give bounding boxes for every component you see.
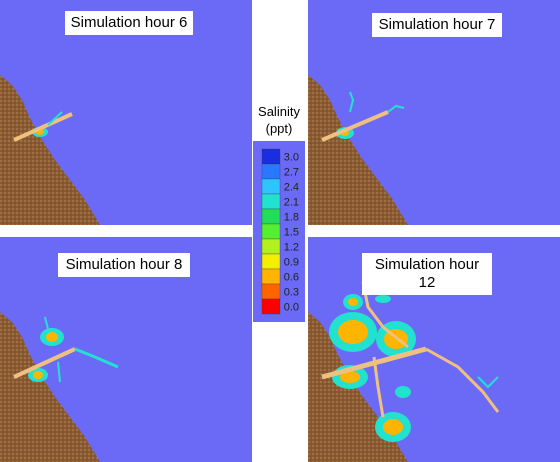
legend-label: 2.4 <box>284 182 299 194</box>
plume <box>47 111 63 126</box>
panel-title: Simulation hour 7 <box>372 13 502 37</box>
plume <box>46 332 58 342</box>
map-panel: Simulation hour 6 <box>0 0 252 225</box>
legend-scale: 3.0 2.7 2.4 2.1 1.8 1.5 1.2 0.9 0.6 0.3 0.0 <box>261 148 299 315</box>
plume <box>349 91 355 113</box>
plume <box>44 316 49 330</box>
legend-swatch <box>261 178 281 195</box>
legend-label: 2.1 <box>284 197 299 209</box>
plume <box>425 347 500 413</box>
legend-label: 0.0 <box>284 302 299 314</box>
shore <box>0 312 100 462</box>
legend-swatch <box>261 223 281 240</box>
legend-label: 0.6 <box>284 272 299 284</box>
legend-label: 2.7 <box>284 167 299 179</box>
jetty <box>13 347 76 379</box>
legend-swatch <box>261 238 281 255</box>
legend-swatch <box>261 283 281 300</box>
plume <box>477 376 499 389</box>
legend-swatch <box>261 163 281 180</box>
legend-swatch <box>261 208 281 225</box>
legend-swatch <box>261 268 281 285</box>
plume <box>74 347 119 369</box>
legend-swatch <box>261 298 281 315</box>
map <box>0 75 100 225</box>
shore <box>0 75 100 225</box>
map-panel: Simulation hour 12 <box>308 237 560 462</box>
panel-title: Simulation hour 6 <box>65 11 193 35</box>
map <box>308 75 408 225</box>
legend-label: 1.2 <box>284 242 299 254</box>
plume <box>33 371 43 379</box>
legend-swatch <box>261 148 281 165</box>
map-panel: Simulation hour 8 <box>0 237 252 462</box>
plume <box>372 356 385 418</box>
legend-swatch <box>261 193 281 210</box>
legend-title: Salinity <box>258 104 300 119</box>
legend-unit: (ppt) <box>265 121 293 136</box>
legend-swatch <box>261 253 281 270</box>
panel-title: Simulation hour 12 <box>362 253 492 295</box>
shore <box>308 75 408 225</box>
legend-label: 0.3 <box>284 287 299 299</box>
map <box>308 281 500 462</box>
panel-title: Simulation hour 8 <box>58 253 190 277</box>
legend-label: 0.9 <box>284 257 299 269</box>
legend: 3.0 2.7 2.4 2.1 1.8 1.5 1.2 0.9 0.6 0.3 0.0 <box>253 141 305 322</box>
map-panel: Simulation hour 7 <box>308 0 560 225</box>
jetty <box>321 110 389 142</box>
legend-label: 1.8 <box>284 212 299 224</box>
map <box>0 312 119 462</box>
legend-label: 3.0 <box>284 152 299 164</box>
plume <box>57 361 61 383</box>
plume <box>387 104 405 113</box>
legend-label: 1.5 <box>284 227 299 239</box>
jetty <box>13 112 73 142</box>
